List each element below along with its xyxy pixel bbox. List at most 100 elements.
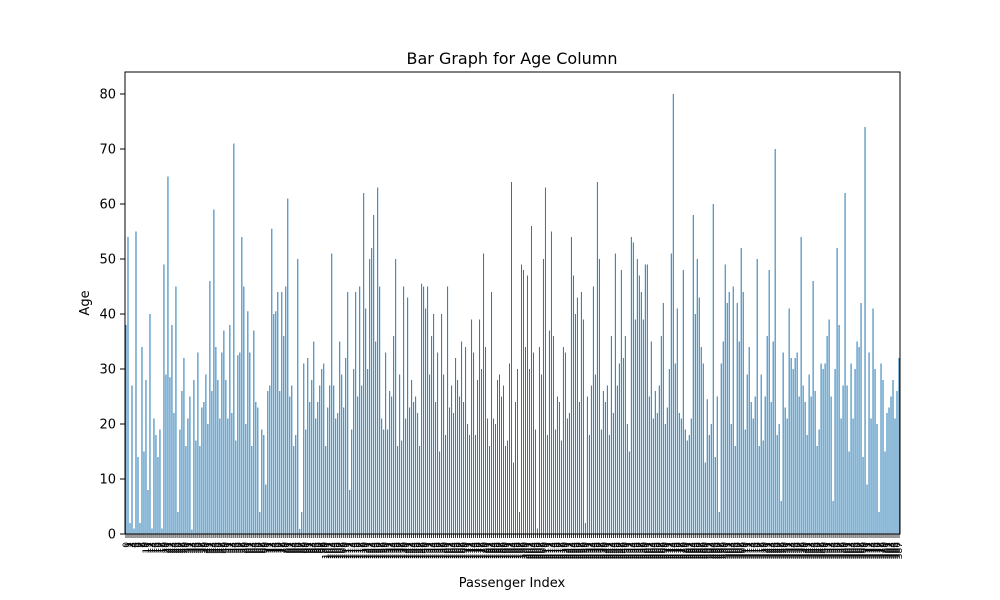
x-tick-label: 273 <box>667 542 677 559</box>
x-tick-label: 25 <box>172 542 182 553</box>
x-tick-label: 306 <box>733 542 743 559</box>
bar <box>586 396 588 534</box>
x-tick-label: 302 <box>725 542 735 559</box>
x-tick-label: 361 <box>843 542 853 559</box>
x-tick-label: 370 <box>861 542 871 559</box>
x-tick-label: 73 <box>268 542 278 553</box>
x-tick-label: 124 <box>370 542 380 559</box>
bar <box>580 292 582 534</box>
x-tick-label: 269 <box>659 542 669 559</box>
bar <box>463 402 465 534</box>
bar <box>301 512 303 534</box>
x-tick-label: 339 <box>799 542 809 559</box>
bar <box>736 303 738 534</box>
bar <box>798 396 800 534</box>
bar <box>644 264 646 534</box>
x-tick-label: 174 <box>470 542 480 559</box>
bar <box>217 380 219 534</box>
x-tick-label: 163 <box>448 542 458 559</box>
bar <box>265 484 267 534</box>
x-tick-label: 255 <box>631 542 641 559</box>
x-tick-label: 195 <box>512 542 522 559</box>
x-tick-label: 62 <box>246 542 256 553</box>
bar <box>590 385 592 534</box>
bar <box>235 440 237 534</box>
x-tick-label: 179 <box>480 542 490 559</box>
bar <box>349 490 351 534</box>
bar <box>501 396 503 534</box>
x-tick-label: 143 <box>408 542 418 559</box>
bar <box>481 369 483 534</box>
bar <box>682 270 684 534</box>
bar <box>469 435 471 534</box>
x-tick-label: 132 <box>386 542 396 559</box>
bar <box>662 303 664 534</box>
bar <box>598 259 600 534</box>
bar <box>784 407 786 534</box>
bar <box>275 311 277 534</box>
bar <box>718 512 720 534</box>
x-tick-label: 336 <box>793 542 803 559</box>
bar <box>552 336 554 534</box>
bar <box>269 385 271 534</box>
x-tick-label: 12 <box>146 542 156 553</box>
x-tick-label: 43 <box>208 542 218 553</box>
x-tick-label: 248 <box>617 542 627 559</box>
bar <box>816 446 818 534</box>
x-tick-label: 180 <box>482 542 492 559</box>
x-tick-label: 33 <box>188 542 198 553</box>
x-tick-label: 99 <box>320 542 330 554</box>
bar <box>451 385 453 534</box>
x-tick-label: 78 <box>278 542 288 554</box>
bar <box>642 319 644 534</box>
x-tick-label: 291 <box>703 542 713 559</box>
bar <box>648 396 650 534</box>
bar <box>203 402 205 534</box>
x-tick-label: 356 <box>833 542 843 559</box>
x-tick-label: 333 <box>787 542 797 559</box>
x-tick-label: 17 <box>156 542 166 553</box>
x-tick-label: 116 <box>354 542 364 559</box>
bar <box>892 380 894 534</box>
bar <box>497 380 499 534</box>
bar <box>656 413 658 534</box>
x-tick-label: 5 <box>132 542 142 548</box>
bar <box>686 440 688 534</box>
y-axis-label: Age <box>78 290 93 315</box>
bar <box>774 149 776 534</box>
x-tick-label: 212 <box>545 542 555 559</box>
x-tick-label: 13 <box>148 542 158 553</box>
bar <box>538 347 540 534</box>
x-tick-label: 161 <box>444 542 454 559</box>
x-tick-label: 234 <box>589 542 599 559</box>
x-tick-label: 38 <box>198 542 208 554</box>
x-tick-label: 350 <box>821 542 831 559</box>
bar <box>209 281 211 534</box>
x-tick-label: 341 <box>803 542 813 559</box>
bar <box>305 429 307 534</box>
x-tick-label: 274 <box>669 542 679 559</box>
bar <box>614 253 616 534</box>
x-tick-label: 106 <box>334 542 344 559</box>
bar <box>487 418 489 534</box>
bar <box>808 374 810 534</box>
x-tick-label: 265 <box>651 542 661 559</box>
x-tick-label: 228 <box>577 542 587 559</box>
bar <box>479 319 481 534</box>
y-tick-label: 10 <box>99 473 116 488</box>
x-tick-label: 19 <box>160 542 170 554</box>
bar <box>423 286 425 534</box>
y-tick-label: 60 <box>99 198 116 213</box>
bar <box>690 418 692 534</box>
x-tick-label: 328 <box>777 542 787 559</box>
x-tick-label: 276 <box>673 542 683 559</box>
bar <box>728 292 730 534</box>
bar <box>199 446 201 534</box>
x-tick-label: 371 <box>863 542 873 559</box>
bar <box>197 352 199 534</box>
x-tick-label: 79 <box>280 542 290 554</box>
bar <box>187 418 189 534</box>
x-tick-label: 220 <box>561 542 571 559</box>
x-tick-label: 140 <box>402 542 412 559</box>
x-tick-label: 250 <box>621 542 631 559</box>
